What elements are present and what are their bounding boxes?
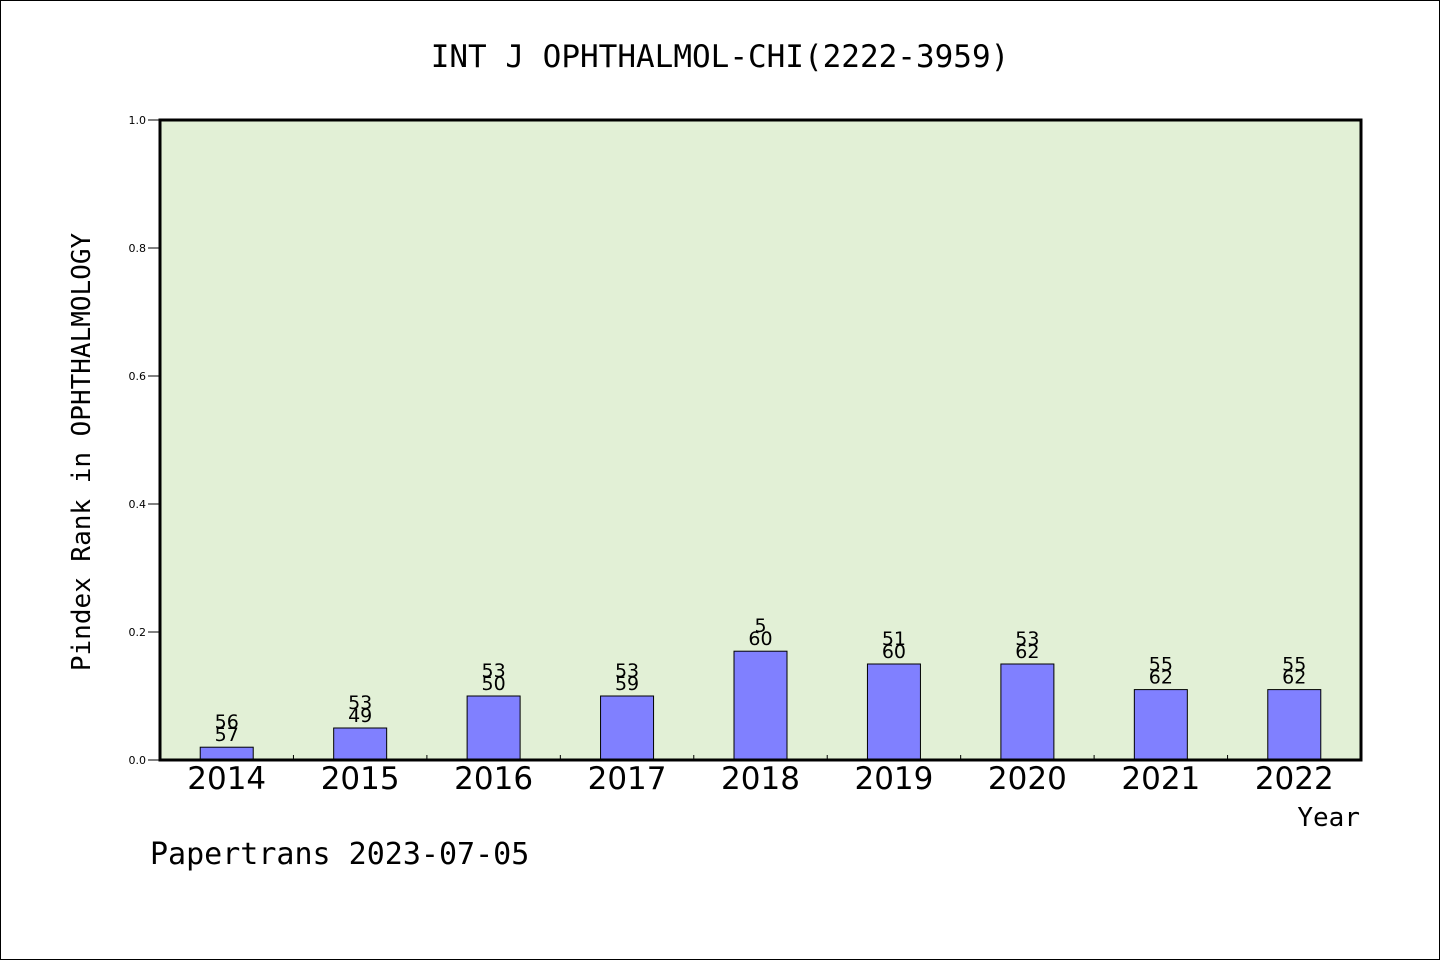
bar-label-top-2015: 53 (348, 692, 372, 714)
credit-text: Papertrans 2023-07-05 (150, 837, 529, 872)
bar-label-bottom-2022: 62 (1282, 667, 1306, 689)
x-axis-ticks: 2014 2015 2016 2017 2018 2019 2020 2021 2022 (187, 755, 1334, 797)
x-axis-label: Year (1297, 803, 1360, 833)
x-tick-label-2021: 2021 (1121, 761, 1200, 797)
bar-label-top-2021: 55 (1149, 654, 1173, 676)
bar-label-bottom-2021: 62 (1149, 667, 1173, 689)
bar-label-bottom-2020: 62 (1015, 641, 1039, 663)
bar-2017 (600, 695, 655, 761)
bar-label-bottom-2015: 49 (348, 705, 372, 727)
bar-label-top-2019: 51 (882, 628, 906, 650)
bar-2020 (1000, 663, 1055, 761)
x-tick-label-2014: 2014 (187, 761, 266, 797)
x-tick-label-2018: 2018 (721, 761, 800, 797)
bar-2022 (1267, 689, 1322, 761)
bar-2015 (333, 727, 388, 761)
x-tick-label-2017: 2017 (588, 761, 667, 797)
x-tick-label-2015: 2015 (321, 761, 400, 797)
bar-label-top-2018: 5 (754, 615, 766, 637)
bar-label-bottom-2014: 57 (215, 724, 239, 746)
y-tick-label: 0.2 (129, 626, 147, 639)
bar-label-bottom-2018: 60 (748, 628, 772, 650)
bars-group (199, 650, 1322, 761)
bar-label-top-2022: 55 (1282, 654, 1306, 676)
y-tick-label: 0.4 (129, 498, 147, 511)
y-tick-label: 0.6 (129, 370, 147, 383)
y-tick-label: 1.0 (129, 114, 147, 127)
bar-2018 (733, 650, 788, 761)
y-tick-label: 0.0 (129, 754, 147, 767)
bar-label-top-2017: 53 (615, 660, 639, 682)
plot-border (158, 118, 1363, 762)
x-tick-label-2020: 2020 (988, 761, 1067, 797)
bar-2014 (199, 746, 254, 761)
bar-label-top-2014: 56 (215, 711, 239, 733)
y-axis-label: Pindex Rank in OPHTHALMOLOGY (67, 233, 97, 672)
bar-2021 (1133, 689, 1188, 761)
bar-2016 (466, 695, 521, 761)
x-tick-label-2016: 2016 (454, 761, 533, 797)
bar-label-bottom-2016: 50 (482, 673, 506, 695)
x-tick-label-2019: 2019 (854, 761, 933, 797)
bar-label-top-2020: 53 (1015, 628, 1039, 650)
y-tick-label: 0.8 (129, 242, 147, 255)
bar-label-top-2016: 53 (482, 660, 506, 682)
chart-title: INT J OPHTHALMOL-CHI(2222-3959) (431, 39, 1010, 75)
y-axis-ticks: 0.0 0.2 0.4 0.6 0.8 1.0 (129, 114, 160, 767)
bar-label-bottom-2017: 59 (615, 673, 639, 695)
x-tick-label-2022: 2022 (1255, 761, 1334, 797)
bar-label-bottom-2019: 60 (882, 641, 906, 663)
bar-2019 (866, 663, 921, 761)
